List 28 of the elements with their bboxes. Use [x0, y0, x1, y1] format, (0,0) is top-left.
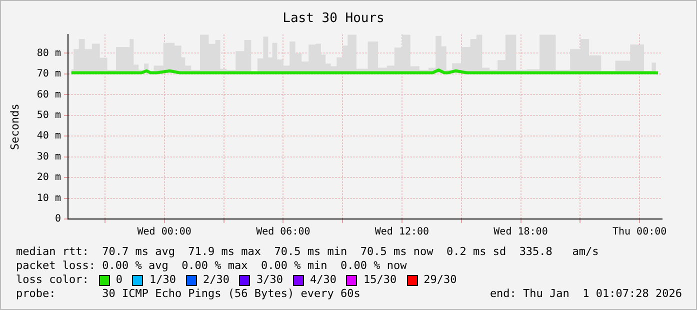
y-tick-label: 60 m: [36, 89, 61, 100]
x-tick-label: Wed 18:00: [494, 226, 548, 238]
text: packet loss: 0.00 % avg 0.00 % max 0.00 % min 0.00 % now: [16, 259, 408, 273]
text: probe: 30 ICMP Echo Pings (56 Bytes) every 60s: [16, 287, 360, 301]
y-tick-label: 80 m: [36, 48, 61, 59]
legend-label: 3/30: [256, 273, 283, 287]
legend-label: 2/30: [202, 273, 230, 287]
x-tick-label: Wed 00:00: [137, 226, 192, 238]
y-tick-label: 40 m: [36, 130, 61, 142]
legend-label: 15/30: [363, 273, 397, 287]
x-tick-label: Wed 06:00: [256, 226, 310, 238]
y-tick-label: 20 m: [36, 172, 61, 184]
legend-label: 4/30: [310, 273, 336, 287]
legend-label: 0: [116, 273, 122, 287]
y-tick-label: 10 m: [36, 192, 61, 204]
y-tick-label: 30 m: [36, 151, 61, 162]
x-tick-label: Wed 12:00: [374, 226, 430, 238]
chart-title: Last 30 Hours: [282, 11, 384, 26]
text: end: Thu Jan 1 01:07:28 2026: [490, 287, 682, 301]
legend-label: 29/30: [424, 273, 457, 287]
y-axis-title: Seconds: [8, 104, 22, 150]
y-tick-label: 0: [54, 214, 61, 225]
legend-title: loss color:: [16, 273, 89, 287]
legend-label: 1/30: [149, 273, 176, 287]
y-tick-label: 50 m: [36, 110, 61, 121]
x-tick-label: Thu 00:00: [612, 226, 667, 238]
text: median rtt: 70.7 ms avg 71.9 ms max 70.5 ms min 70.5 ms now 0.2 ms sd 335.8 am/s: [16, 245, 600, 259]
y-tick-label: 70 m: [36, 68, 61, 80]
